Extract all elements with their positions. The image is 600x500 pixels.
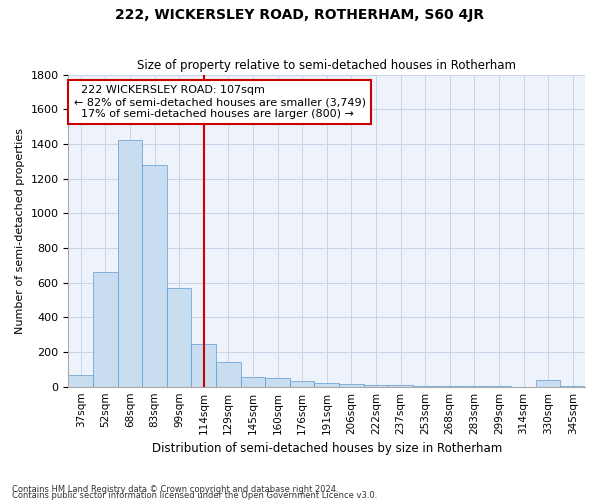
X-axis label: Distribution of semi-detached houses by size in Rotherham: Distribution of semi-detached houses by …	[152, 442, 502, 455]
Text: Contains public sector information licensed under the Open Government Licence v3: Contains public sector information licen…	[12, 490, 377, 500]
Bar	[68, 376, 93, 386]
Text: Contains HM Land Registry data © Crown copyright and database right 2024.: Contains HM Land Registry data © Crown c…	[12, 485, 338, 494]
Bar	[314, 383, 339, 386]
Bar	[216, 362, 241, 386]
Bar	[142, 164, 167, 386]
Y-axis label: Number of semi-detached properties: Number of semi-detached properties	[15, 128, 25, 334]
Bar	[290, 382, 314, 386]
Bar	[241, 377, 265, 386]
Title: Size of property relative to semi-detached houses in Rotherham: Size of property relative to semi-detach…	[137, 59, 516, 72]
Bar	[364, 385, 388, 386]
Bar	[265, 378, 290, 386]
Bar	[191, 344, 216, 387]
Bar	[93, 272, 118, 386]
Text: 222, WICKERSLEY ROAD, ROTHERHAM, S60 4JR: 222, WICKERSLEY ROAD, ROTHERHAM, S60 4JR	[115, 8, 485, 22]
Bar	[536, 380, 560, 386]
Bar	[339, 384, 364, 386]
Bar	[118, 140, 142, 386]
Text: 222 WICKERSLEY ROAD: 107sqm
← 82% of semi-detached houses are smaller (3,749)
  : 222 WICKERSLEY ROAD: 107sqm ← 82% of sem…	[74, 86, 365, 118]
Bar	[167, 288, 191, 386]
